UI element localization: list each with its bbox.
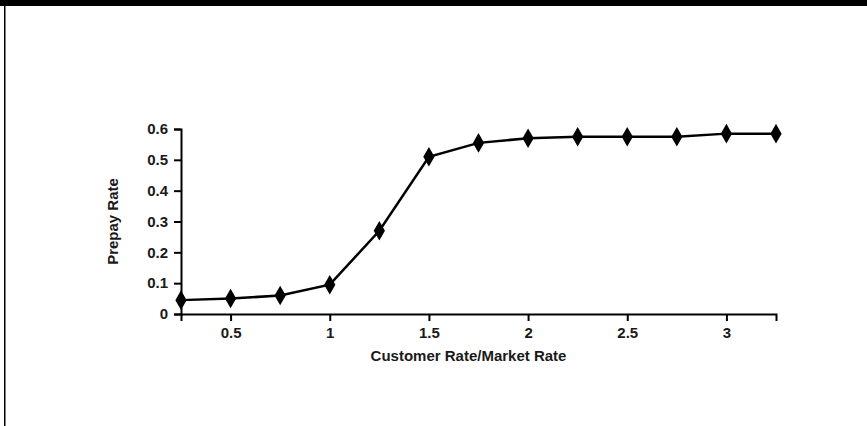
marker [175, 290, 186, 310]
x-tick-label: 1.5 [419, 324, 440, 341]
y-tick: 0.6 [147, 120, 181, 137]
x-tick: 1 [326, 314, 334, 341]
marker [770, 124, 781, 144]
x-tick-label: 3 [723, 324, 731, 341]
x-tick-label: 2 [524, 324, 532, 341]
y-axis-line [174, 130, 182, 315]
x-tick-label: 0.5 [221, 324, 242, 341]
y-tick-label: 0.4 [147, 182, 169, 199]
y-tick-mark [174, 283, 181, 285]
y-tick: 0.1 [147, 274, 181, 291]
y-tick: 0.4 [147, 182, 181, 199]
marker [275, 286, 286, 306]
x-tick-mark [329, 314, 331, 321]
plot-area [175, 124, 781, 310]
y-tick-mark [174, 221, 181, 223]
y-tick: 0 [160, 305, 181, 322]
y-axis: 0 0.1 0.2 0.3 0.4 0.5 0.6 [147, 120, 181, 322]
x-axis-title: Customer Rate/Market Rate [371, 347, 567, 364]
y-tick-label: 0.1 [147, 274, 168, 291]
y-axis-title: Prepay Rate [104, 178, 121, 265]
x-tick: 2 [524, 314, 532, 341]
line [181, 134, 776, 301]
x-tick: 3 [723, 314, 731, 341]
marker [671, 127, 682, 147]
x-tick-mark [428, 314, 430, 321]
x-axis-line [182, 315, 777, 322]
marker [423, 147, 434, 167]
marker [721, 124, 732, 144]
marker [324, 275, 335, 295]
y-tick-mark [174, 159, 181, 161]
y-tick: 0.5 [147, 151, 181, 168]
marker [522, 128, 533, 148]
x-tick-mark [230, 314, 232, 321]
x-axis: 0.5 1 1.5 2 2.5 3 [182, 314, 777, 341]
x-tick: 1.5 [419, 314, 440, 341]
x-tick-label: 1 [326, 324, 334, 341]
y-tick: 0.2 [147, 244, 181, 261]
y-tick-mark [174, 129, 181, 131]
y-tick-label: 0.2 [147, 244, 168, 261]
frame-top [0, 0, 867, 6]
frame-left [4, 0, 6, 426]
marker [225, 289, 236, 309]
chart: 0.5 1 1.5 2 2.5 3 0 0.1 0.2 0.3 0.4 0.5 0.6 Customer … [0, 0, 867, 426]
y-tick-mark [174, 252, 181, 254]
x-tick-label: 2.5 [617, 324, 638, 341]
x-tick-mark [627, 314, 629, 321]
marker [622, 127, 633, 147]
y-tick-label: 0.5 [147, 151, 168, 168]
y-tick-label: 0.6 [147, 120, 168, 137]
y-tick-label: 0.3 [147, 213, 168, 230]
y-tick: 0.3 [147, 213, 181, 230]
y-tick-mark [174, 190, 181, 192]
y-tick-mark [174, 314, 181, 316]
marker [473, 133, 484, 153]
x-tick: 2.5 [617, 314, 638, 341]
marker [374, 221, 385, 241]
y-tick-label: 0 [160, 305, 168, 322]
x-tick: 0.5 [221, 314, 242, 341]
x-tick-mark [528, 314, 530, 321]
marker [572, 127, 583, 147]
x-tick-mark [726, 314, 728, 321]
